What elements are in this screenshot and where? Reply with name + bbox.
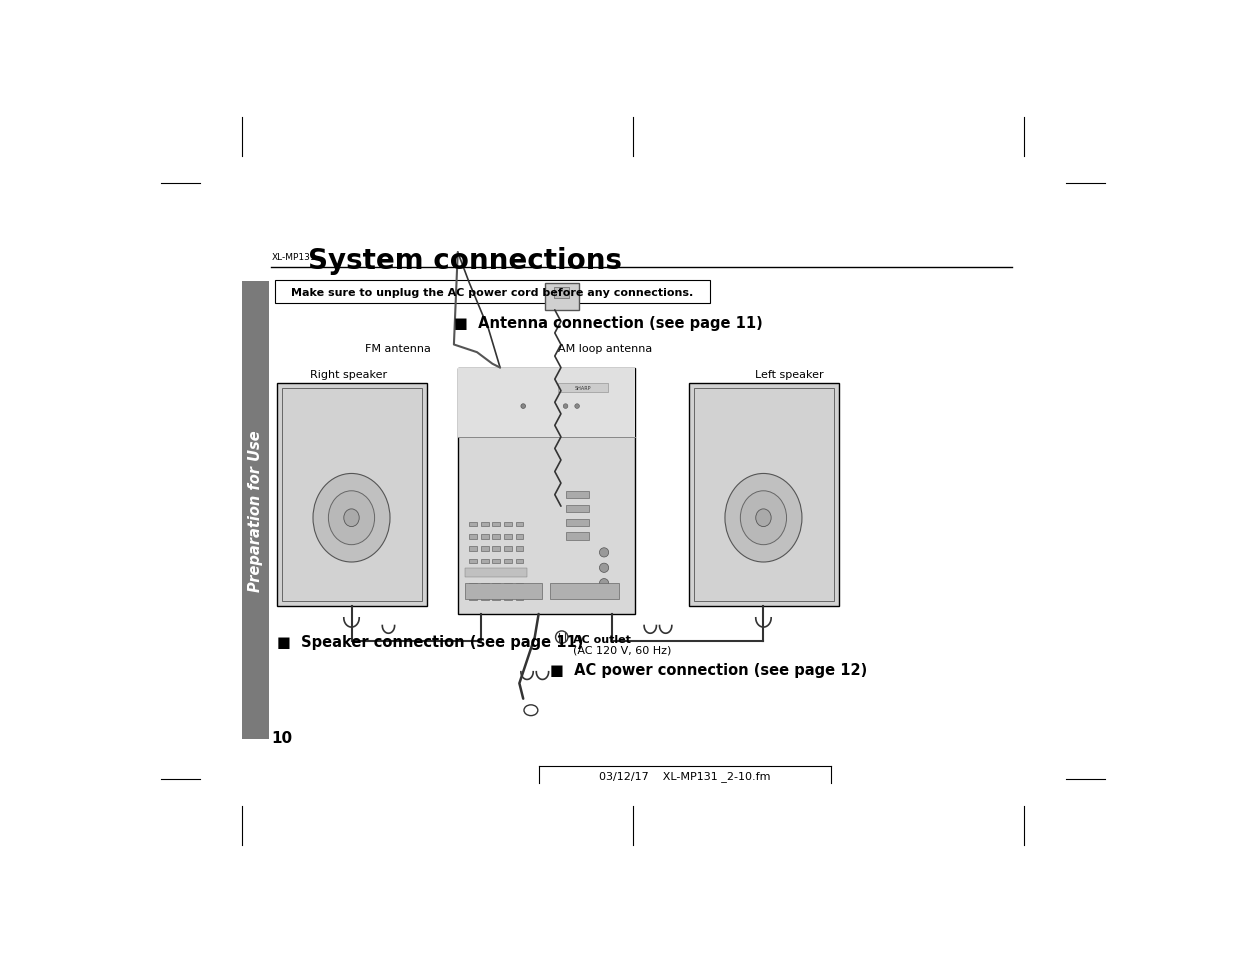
Ellipse shape bbox=[312, 474, 390, 562]
FancyBboxPatch shape bbox=[275, 280, 710, 304]
Bar bbox=[566, 491, 589, 499]
Bar bbox=[545, 284, 579, 311]
Bar bbox=[458, 368, 635, 615]
Bar bbox=[566, 519, 589, 527]
Bar bbox=[515, 522, 524, 527]
Bar bbox=[504, 547, 511, 551]
Circle shape bbox=[563, 404, 568, 409]
Bar bbox=[469, 559, 477, 563]
Bar bbox=[566, 505, 589, 513]
Bar bbox=[515, 535, 524, 539]
Bar bbox=[480, 559, 489, 563]
Bar bbox=[515, 583, 524, 588]
Text: ■  Speaker connection (see page 11): ■ Speaker connection (see page 11) bbox=[277, 635, 583, 650]
Text: (AC 120 V, 60 Hz): (AC 120 V, 60 Hz) bbox=[573, 645, 672, 655]
Text: Make sure to unplug the AC power cord before any connections.: Make sure to unplug the AC power cord be… bbox=[291, 288, 694, 297]
Bar bbox=[458, 368, 635, 437]
Ellipse shape bbox=[756, 509, 771, 527]
Bar bbox=[515, 547, 524, 551]
Bar bbox=[694, 389, 834, 601]
Ellipse shape bbox=[740, 491, 787, 545]
Ellipse shape bbox=[725, 474, 802, 562]
Ellipse shape bbox=[343, 509, 359, 527]
Text: Right speaker: Right speaker bbox=[310, 370, 387, 379]
Text: SHARP: SHARP bbox=[574, 386, 590, 391]
Bar bbox=[493, 535, 500, 539]
Bar bbox=[469, 535, 477, 539]
Bar bbox=[504, 596, 511, 600]
Bar bbox=[480, 596, 489, 600]
Text: ■  Antenna connection (see page 11): ■ Antenna connection (see page 11) bbox=[454, 316, 763, 331]
Bar bbox=[466, 583, 542, 598]
Bar bbox=[493, 547, 500, 551]
Bar bbox=[504, 571, 511, 576]
Circle shape bbox=[599, 579, 609, 588]
Text: XL-MP131: XL-MP131 bbox=[272, 253, 316, 262]
Bar bbox=[493, 596, 500, 600]
Text: Left speaker: Left speaker bbox=[755, 370, 824, 379]
Bar bbox=[550, 583, 620, 598]
Bar bbox=[480, 535, 489, 539]
Circle shape bbox=[574, 404, 579, 409]
Circle shape bbox=[599, 563, 609, 573]
Text: 10: 10 bbox=[272, 730, 293, 745]
Text: AM loop antenna: AM loop antenna bbox=[558, 344, 652, 354]
Bar bbox=[515, 559, 524, 563]
Bar bbox=[689, 383, 839, 607]
Bar bbox=[283, 389, 421, 601]
Bar bbox=[504, 522, 511, 527]
Bar bbox=[504, 535, 511, 539]
Bar bbox=[493, 522, 500, 527]
Bar bbox=[469, 596, 477, 600]
Bar bbox=[242, 282, 269, 740]
Text: 03/12/17    XL-MP131 _2-10.fm: 03/12/17 XL-MP131 _2-10.fm bbox=[599, 770, 771, 781]
Bar bbox=[480, 547, 489, 551]
Text: FM antenna: FM antenna bbox=[364, 344, 431, 354]
Bar bbox=[480, 583, 489, 588]
Bar bbox=[466, 568, 527, 578]
Bar bbox=[469, 522, 477, 527]
Text: AC outlet: AC outlet bbox=[573, 634, 631, 644]
Bar bbox=[555, 288, 569, 299]
Bar bbox=[504, 559, 511, 563]
Bar bbox=[493, 571, 500, 576]
Bar bbox=[480, 522, 489, 527]
Ellipse shape bbox=[329, 491, 374, 545]
Bar bbox=[480, 571, 489, 576]
Bar bbox=[493, 559, 500, 563]
Text: Preparation for Use: Preparation for Use bbox=[248, 430, 263, 591]
Bar bbox=[469, 583, 477, 588]
Bar bbox=[558, 383, 608, 393]
Bar bbox=[566, 533, 589, 540]
Bar bbox=[504, 583, 511, 588]
Circle shape bbox=[599, 548, 609, 558]
Bar bbox=[515, 571, 524, 576]
Circle shape bbox=[521, 404, 526, 409]
Bar bbox=[469, 547, 477, 551]
Bar bbox=[469, 571, 477, 576]
Text: ■  AC power connection (see page 12): ■ AC power connection (see page 12) bbox=[550, 662, 867, 678]
Bar bbox=[493, 583, 500, 588]
Text: System connections: System connections bbox=[308, 247, 621, 274]
Bar bbox=[277, 383, 427, 607]
Bar bbox=[515, 596, 524, 600]
